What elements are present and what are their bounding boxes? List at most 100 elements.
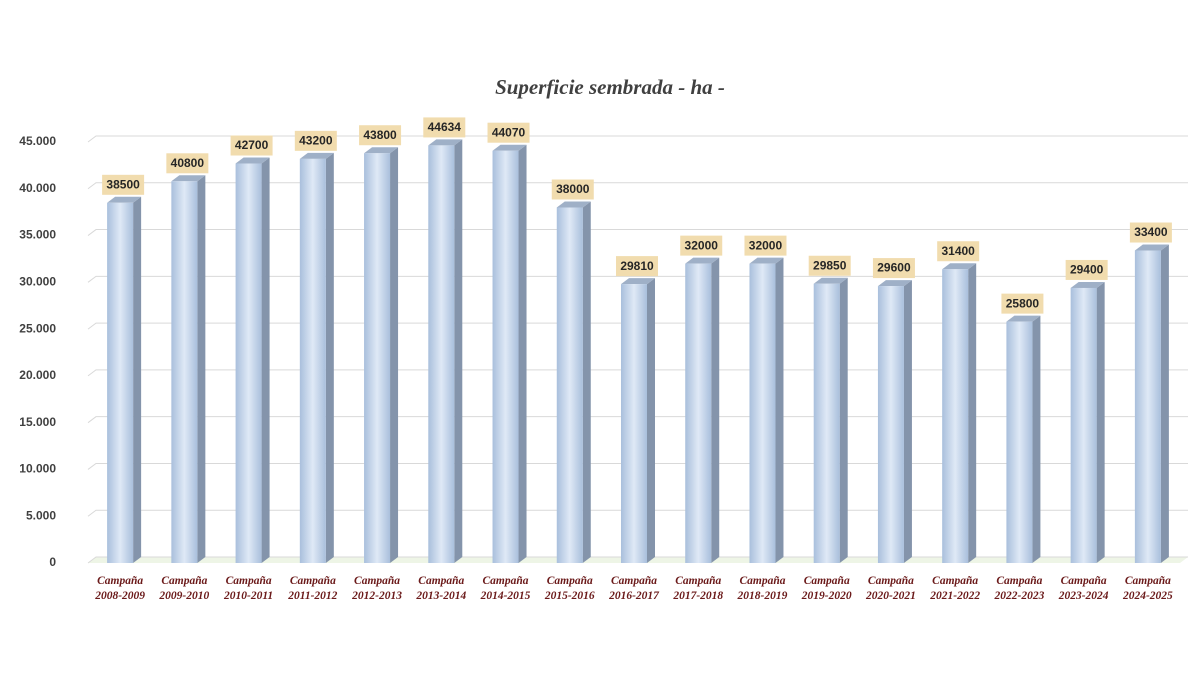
- value-label: 44070: [492, 125, 526, 139]
- bar-top: [171, 175, 206, 182]
- bar-top: [364, 147, 399, 154]
- value-label: 43800: [363, 128, 397, 142]
- bar-side: [839, 277, 848, 563]
- value-label-box: [1129, 222, 1172, 243]
- bar: [364, 153, 391, 563]
- value-label: 29850: [813, 258, 847, 272]
- value-label: 25800: [1006, 296, 1040, 310]
- value-label: 29810: [620, 259, 654, 273]
- grid-line: [87, 275, 1188, 283]
- x-tick-label: Campaña 2013-2014: [415, 575, 466, 602]
- value-label-box: [230, 135, 273, 156]
- bar-top: [749, 257, 784, 264]
- x-tick-label-line: 2021-2022: [929, 590, 980, 602]
- bar: [1006, 321, 1033, 563]
- bar-side: [454, 139, 463, 563]
- x-tick-label-line: 2008-2009: [94, 590, 145, 602]
- y-tick-label: 10.000: [19, 462, 56, 476]
- value-label-box: [872, 258, 915, 279]
- bar-top: [1134, 244, 1169, 251]
- bar: [621, 284, 647, 563]
- value-label-box: [423, 117, 466, 138]
- x-tick-label: Campaña 2016-2017: [608, 575, 660, 602]
- x-tick-label-line: 2024-2025: [1122, 590, 1173, 602]
- grid-line: [87, 229, 1188, 236]
- value-label: 38000: [556, 182, 590, 196]
- value-label: 29600: [877, 261, 911, 275]
- x-tick-label-line: Campaña: [804, 575, 850, 587]
- bar: [299, 158, 326, 563]
- value-label-box: [744, 235, 787, 256]
- x-tick-label: Campaña 2014-2015: [480, 575, 531, 602]
- bar-top: [877, 280, 912, 287]
- bar-side: [711, 257, 720, 563]
- value-label: 32000: [685, 238, 719, 252]
- value-label-box: [166, 153, 209, 174]
- x-tick-label-line: Campaña: [675, 575, 721, 587]
- x-tick-label-line: Campaña: [226, 575, 272, 587]
- x-tick-label: Campaña 2023-2024: [1058, 575, 1109, 602]
- bar-top: [556, 201, 591, 208]
- bar: [813, 283, 840, 563]
- x-tick-label-line: 2010-2011: [223, 590, 273, 602]
- grid-line: [87, 135, 1188, 143]
- x-tick-label: Campaña 2018-2019: [737, 575, 788, 602]
- bar-top: [492, 144, 527, 151]
- bar-side: [968, 263, 977, 563]
- bar-side: [1032, 315, 1041, 563]
- x-tick-label-line: 2016-2017: [608, 590, 660, 602]
- bar-top: [299, 152, 334, 159]
- bar-side: [1160, 244, 1169, 563]
- bar: [428, 145, 455, 563]
- value-label: 44634: [428, 120, 462, 134]
- x-tick-label-line: Campaña: [354, 575, 400, 587]
- x-tick-label-line: Campaña: [483, 575, 529, 587]
- bar-side: [647, 278, 655, 563]
- y-tick-label: 25.000: [19, 321, 56, 335]
- x-tick-label-line: 2014-2015: [480, 590, 531, 602]
- bar-top: [1070, 281, 1105, 288]
- x-tick-label-line: Campaña: [739, 575, 785, 587]
- value-label-box: [1065, 259, 1108, 280]
- x-tick-label-line: 2011-2012: [287, 590, 337, 602]
- value-label-box: [359, 125, 402, 146]
- x-tick-label: Campaña 2020-2021: [865, 575, 916, 602]
- bar-side: [390, 147, 399, 563]
- bar: [492, 150, 519, 563]
- value-label: 31400: [941, 244, 975, 258]
- value-label-box: [937, 241, 980, 262]
- value-label-box: [102, 174, 145, 195]
- x-tick-label-line: 2012-2013: [351, 590, 402, 602]
- x-tick-label-line: 2018-2019: [737, 590, 788, 602]
- x-tick-label-line: 2020-2021: [865, 590, 916, 602]
- x-tick-label-line: Campaña: [161, 575, 207, 587]
- x-tick-label-line: Campaña: [996, 575, 1042, 587]
- bar-top: [621, 278, 655, 285]
- x-tick-label-line: Campaña: [418, 575, 464, 587]
- x-tick-label-line: 2013-2014: [415, 590, 466, 602]
- bar-top: [235, 157, 270, 164]
- bar-top: [428, 139, 463, 146]
- bar-top: [107, 196, 142, 203]
- bar: [1134, 250, 1161, 563]
- x-tick-label-line: 2017-2018: [672, 590, 723, 602]
- value-label: 43200: [299, 134, 333, 148]
- x-tick-label-line: Campaña: [290, 575, 336, 587]
- value-label: 42700: [235, 138, 269, 152]
- x-tick-label: Campaña 2012-2013: [351, 575, 402, 602]
- x-tick-label-line: Campaña: [547, 575, 593, 587]
- y-tick-label: 30.000: [19, 275, 56, 289]
- bar-top: [813, 277, 848, 284]
- y-tick-label: 15.000: [19, 415, 56, 429]
- bar-side: [518, 144, 527, 563]
- x-tick-label: Campaña 2011-2012: [287, 575, 337, 602]
- value-label: 29400: [1070, 263, 1104, 277]
- x-tick-label-line: 2023-2024: [1058, 590, 1109, 602]
- x-tick-label: Campaña 2017-2018: [672, 575, 723, 602]
- x-tick-label: Campaña 2008-2009: [94, 575, 145, 602]
- x-tick-label-line: 2022-2023: [993, 590, 1044, 602]
- x-tick-label-line: 2019-2020: [801, 590, 852, 602]
- bar: [171, 181, 198, 563]
- bar: [877, 286, 904, 563]
